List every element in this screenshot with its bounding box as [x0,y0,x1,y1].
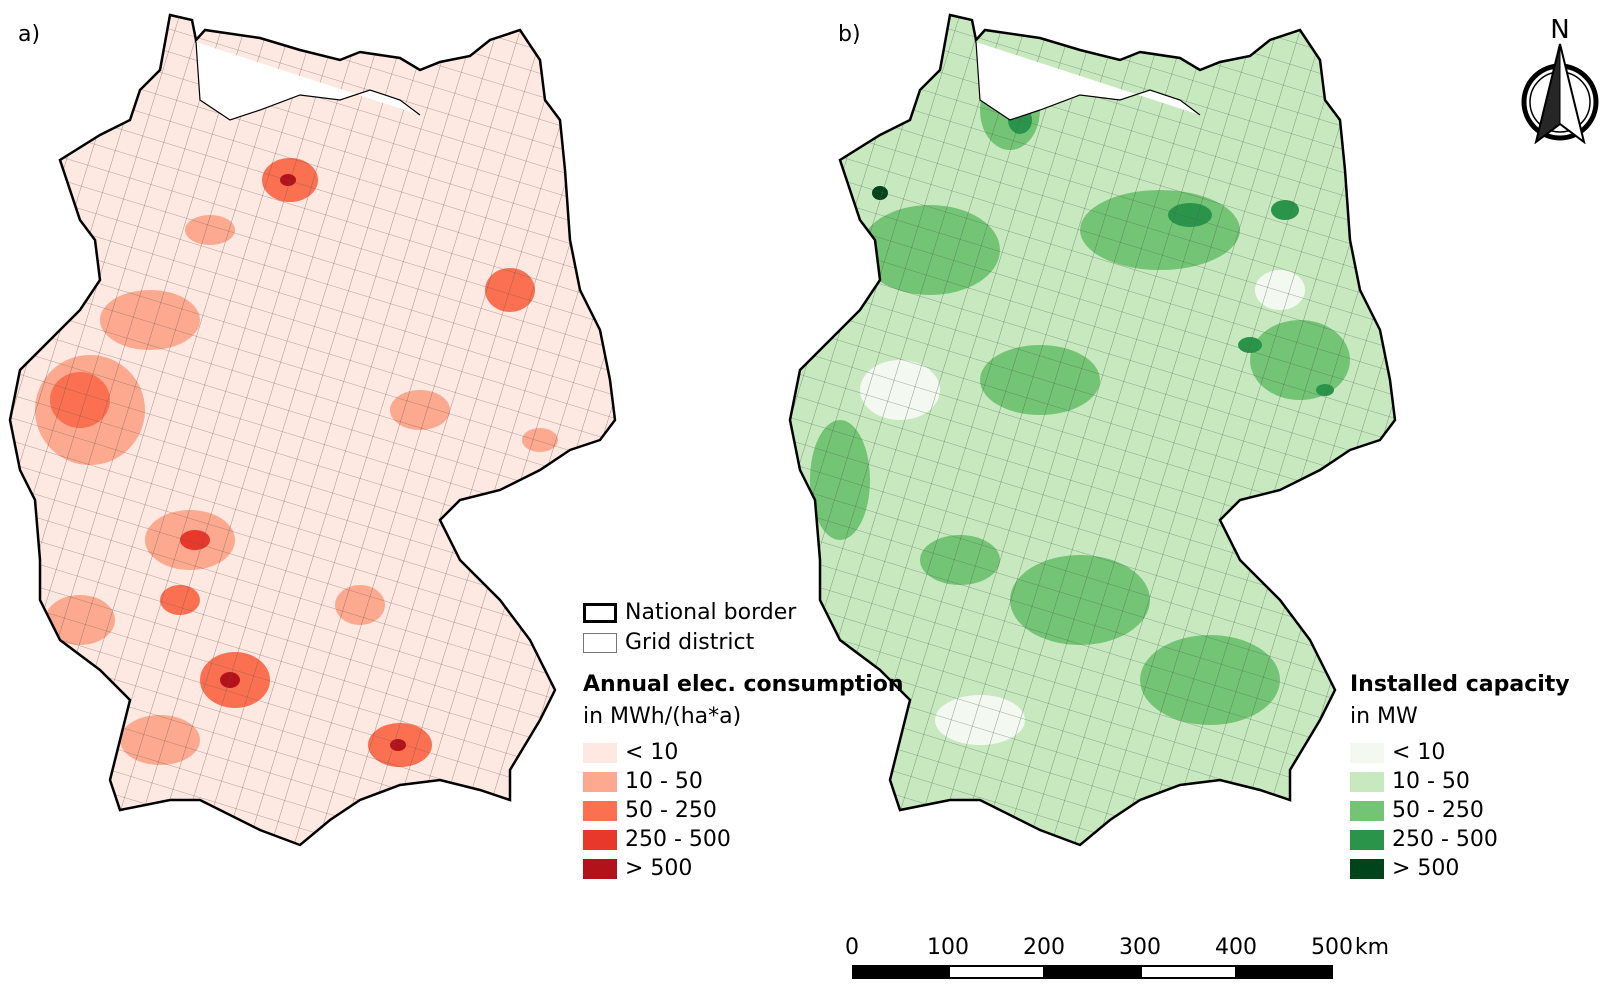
legend-grid-district-label: Grid district [625,630,755,655]
legend-b-class-label: > 500 [1392,856,1460,881]
legend-national-border-label: National border [625,600,797,625]
legend-b-unit: in MW [1350,704,1418,729]
scale-tick: 400 [1215,935,1257,960]
legend-b-class-4: > 500 [1350,856,1459,881]
scale-segment [948,965,1045,979]
legend-a-unit: in MWh/(ha*a) [583,704,742,729]
legend-a-class-3: 250 - 500 [583,827,731,852]
scale-segment [1140,965,1237,979]
scale-tick: 100 [927,935,969,960]
north-arrow-icon: N [1521,15,1599,144]
scale-unit: km [1354,935,1390,960]
legend-a-class-label: 10 - 50 [625,769,703,794]
scale-bar: 0 100 200 300 400 500 km [845,935,1397,983]
legend-a-class-1: 10 - 50 [583,769,703,794]
legend-a: National border Grid district Annual ele… [583,598,904,888]
legend-a-class-0: < 10 [583,740,678,765]
scale-segment [1236,965,1333,979]
scale-segment [1044,965,1141,979]
legend-a-class-2: 50 - 250 [583,798,717,823]
legend-b-class-0: < 10 [1350,740,1445,765]
panel-a-label: a) [18,22,41,47]
legend-b-class-2: 50 - 250 [1350,798,1484,823]
legend-a-title: Annual elec. consumption [583,672,904,697]
legend-b-title: Installed capacity [1350,672,1570,697]
coast-line [975,41,1201,121]
legend-b-class-label: 250 - 500 [1392,827,1498,852]
legend-a-class-4: > 500 [583,856,692,881]
map-electricity-consumption [8,13,617,847]
coast-line [195,41,421,121]
scale-tick: 0 [845,935,859,960]
north-label: N [1550,15,1569,45]
scale-tick: 500 [1311,935,1353,960]
legend-grid-district: Grid district [583,630,754,655]
legend-b: Installed capacity in MW < 10 10 - 50 50… [1350,672,1620,888]
legend-national-border: National border [583,600,796,625]
scale-tick: 300 [1119,935,1161,960]
legend-a-class-label: 50 - 250 [625,798,717,823]
scale-segment [852,965,949,979]
legend-a-class-label: 250 - 500 [625,827,731,852]
legend-a-class-label: < 10 [625,740,679,765]
panel-b-label: b) [838,22,861,47]
legend-b-class-3: 250 - 500 [1350,827,1498,852]
map-installed-capacity [788,13,1397,847]
scale-tick: 200 [1023,935,1065,960]
legend-b-class-label: 50 - 250 [1392,798,1484,823]
legend-b-class-1: 10 - 50 [1350,769,1470,794]
legend-a-class-label: > 500 [625,856,693,881]
legend-b-class-label: < 10 [1392,740,1446,765]
legend-b-class-label: 10 - 50 [1392,769,1470,794]
